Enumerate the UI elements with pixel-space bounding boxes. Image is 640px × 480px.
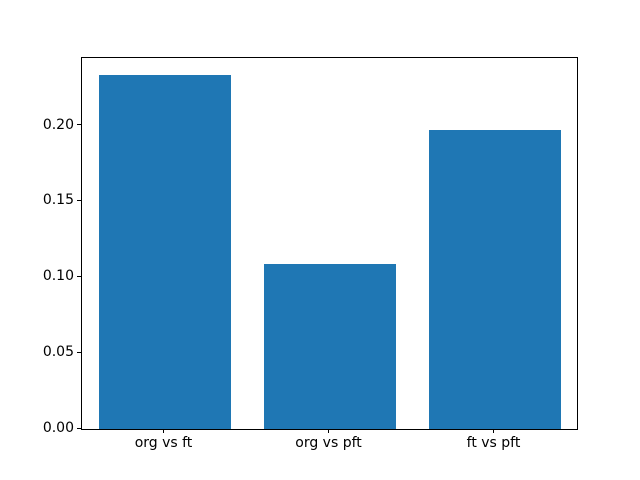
y-tick-label: 0.10	[42, 268, 74, 285]
x-tick-label: org vs pft	[295, 435, 362, 451]
y-tick-label: 0.05	[42, 344, 74, 361]
x-tick-mark	[163, 429, 164, 433]
x-tick-mark	[493, 429, 494, 433]
x-tick-label: org vs ft	[134, 435, 193, 451]
bar-ft-vs-pft	[428, 130, 561, 429]
y-tick-mark	[77, 124, 81, 126]
y-tick-mark	[77, 427, 81, 429]
y-tick-mark	[77, 199, 81, 201]
x-tick-mark	[328, 429, 329, 433]
y-tick-label: 0.15	[42, 192, 74, 209]
y-tick-label: 0.20	[42, 116, 74, 133]
plot-area	[81, 57, 578, 430]
y-tick-label: 0.00	[42, 420, 74, 436]
x-tick-label: ft vs pft	[466, 435, 521, 451]
y-tick-mark	[77, 351, 81, 353]
bar-org-vs-pft	[263, 263, 396, 429]
y-tick-mark	[77, 275, 81, 277]
bar-org-vs-ft	[98, 75, 231, 429]
